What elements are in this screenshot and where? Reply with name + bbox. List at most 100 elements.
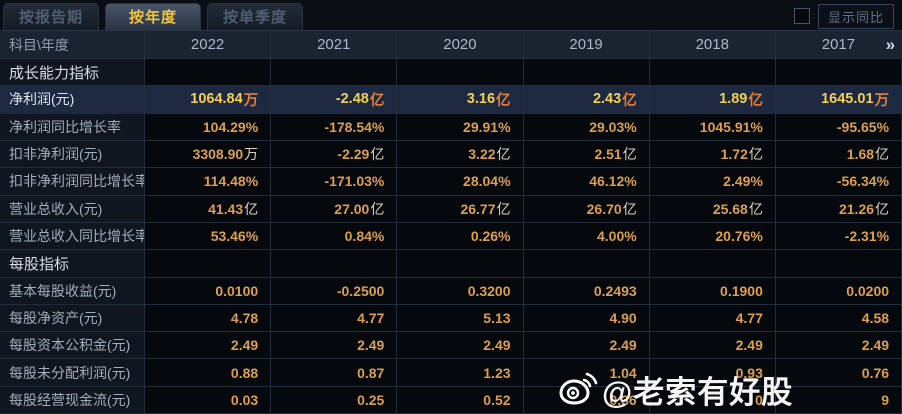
year-header-2018: 2018 (649, 31, 776, 59)
value-cell: 4.90 (523, 304, 650, 333)
value-cell: 1.04 (523, 359, 650, 387)
value-cell: 26.77 亿 (397, 195, 524, 223)
value-cell (775, 59, 902, 87)
value-cell: 1645.01 万 (775, 86, 902, 114)
value-number: 1.89 (719, 91, 748, 108)
value-cell: 1.72 亿 (649, 140, 776, 169)
corner-header: 科目\年度 (0, 31, 145, 59)
value-cell: 0.87 (271, 359, 398, 387)
value-cell: 0.52 (397, 386, 524, 414)
value-unit: 万 (874, 92, 890, 109)
table-row: 每股未分配利润(元) 0.88 0.87 1.23 1.04 0.93 0.76 (0, 359, 902, 387)
value-number: 27.00 (334, 200, 370, 217)
value-cell: 0.88 (145, 359, 272, 387)
table-header-row: 科目\年度 2022 2021 2020 2019 2018 2017» (0, 31, 902, 59)
value-cell: 4.58 (775, 304, 902, 333)
value-cell: 4.78 (145, 304, 272, 333)
value-cell: 0.1900 (649, 277, 776, 305)
value-unit: 亿 (875, 146, 890, 163)
value-cell: 4.00% (523, 222, 650, 251)
value-unit: 亿 (370, 146, 385, 163)
value-number: 0.0200 (846, 282, 890, 299)
value-number: 1064.84 (190, 91, 243, 108)
value-cell: 2.49 (649, 332, 776, 360)
value-number: 2.49 (735, 337, 763, 354)
value-cell: 0.76 (775, 359, 902, 387)
value-cell: -2.48 亿 (271, 86, 398, 114)
tab-report-period[interactable]: 按报告期 (3, 3, 99, 30)
value-number: 1.04 (609, 364, 637, 381)
row-label: 每股资本公积金(元) (0, 332, 145, 360)
section-row: 成长能力指标 (0, 59, 902, 87)
value-cell: 21.26 亿 (775, 195, 902, 223)
value-number: 0.03 (230, 391, 259, 408)
section-row: 每股指标 (0, 250, 902, 278)
value-cell: 46.12% (523, 168, 650, 196)
value-unit: 亿 (875, 200, 890, 217)
value-cell: 1.23 (397, 359, 524, 387)
show-yoy-checkbox[interactable] (793, 8, 810, 24)
value-cell: 27.00 亿 (271, 195, 398, 223)
value-number: 1.72 (720, 146, 748, 163)
tab-by-quarter[interactable]: 按单季度 (207, 3, 303, 30)
value-number: -2.31% (844, 228, 890, 245)
row-label: 扣非净利润(元) (0, 140, 145, 169)
value-cell (397, 250, 524, 278)
value-number: 26.70 (586, 200, 622, 217)
value-cell (523, 250, 650, 278)
value-unit: 亿 (748, 92, 763, 109)
value-unit: 亿 (496, 200, 511, 217)
value-cell: 2.49% (649, 168, 776, 196)
value-number: -171.03% (324, 173, 385, 190)
value-number: 0.26% (470, 228, 511, 245)
value-number: 2.49 (861, 337, 890, 354)
value-cell: 2.49 (775, 332, 902, 360)
value-unit: 亿 (496, 146, 511, 163)
row-label: 扣非净利润同比增长率 (0, 168, 145, 196)
value-cell: 2.51 亿 (523, 140, 650, 169)
value-number: 0.76 (861, 364, 890, 381)
value-cell: -56.34% (775, 168, 902, 196)
value-cell (145, 250, 272, 278)
value-cell: 4.77 (271, 304, 398, 333)
value-cell (775, 250, 902, 278)
value-number: 1.23 (483, 364, 511, 381)
value-number: 2.49 (357, 337, 385, 354)
value-cell (271, 250, 398, 278)
value-number: 104.29% (202, 118, 259, 135)
financial-table: 科目\年度 2022 2021 2020 2019 2018 2017» 成长能力指标 净利润(… (0, 30, 902, 414)
value-number: 0.0100 (215, 282, 259, 299)
value-cell (397, 59, 524, 87)
value-number: -178.54% (324, 118, 385, 135)
value-unit: 亿 (244, 200, 259, 217)
tab-by-year[interactable]: 按年度 (105, 3, 201, 30)
value-number: 2.49 (609, 337, 637, 354)
value-cell: 2.43 亿 (523, 86, 650, 114)
value-cell: 1045.91% (649, 113, 776, 141)
value-number: 1045.91% (699, 118, 763, 135)
value-number: 114.48% (203, 173, 259, 190)
value-number: 4.78 (230, 309, 259, 326)
value-cell: 2.49 (523, 332, 650, 360)
value-cell: 3.16 亿 (397, 86, 524, 114)
value-number: -0.2500 (336, 282, 385, 299)
value-number: -2.48 (335, 91, 369, 108)
value-unit: 亿 (496, 92, 511, 109)
value-cell: 0.84% (271, 222, 398, 251)
value-cell: 0.25 (271, 386, 398, 414)
value-number: 0.84% (344, 228, 385, 245)
value-cell: 3.22 亿 (397, 140, 524, 169)
value-cell: 2.49 (397, 332, 524, 360)
value-cell: -171.03% (271, 168, 398, 196)
table-row: 扣非净利润同比增长率 114.48% -171.03% 28.04% 46.12% 2.4… (0, 168, 902, 196)
value-number: -2.29 (337, 146, 370, 163)
value-number: 4.00% (596, 228, 637, 245)
value-unit: 亿 (622, 92, 637, 109)
value-cell: 5.13 (397, 304, 524, 333)
value-cell: 53.46% (145, 222, 272, 251)
value-cell: 28.04% (397, 168, 524, 196)
value-unit: 万 (244, 146, 259, 163)
value-cell: 4.77 (649, 304, 776, 333)
more-years-icon[interactable]: » (885, 34, 896, 54)
show-yoy-label[interactable]: 显示同比 (817, 3, 894, 29)
